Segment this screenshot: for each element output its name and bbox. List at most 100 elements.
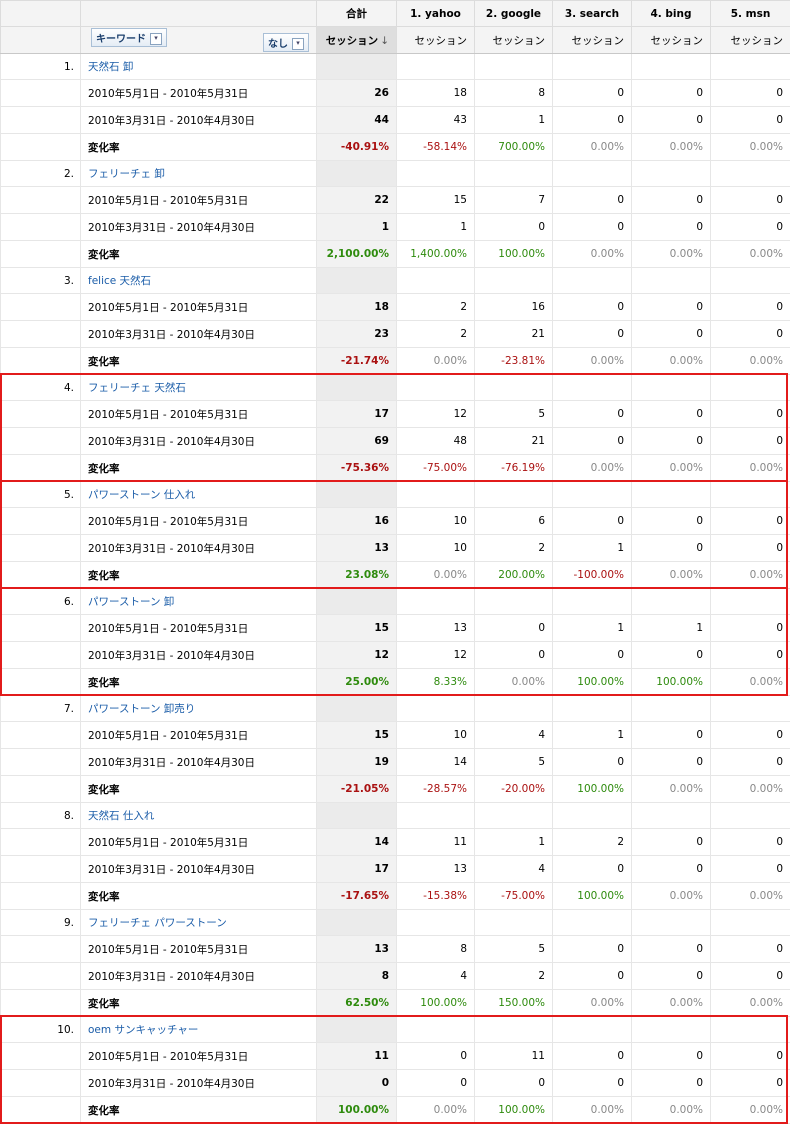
- total-value: -17.65%: [316, 882, 397, 910]
- source-value: 8.33%: [396, 668, 475, 696]
- change-rate-value: -20.00%: [501, 783, 545, 795]
- source-value: 1: [474, 828, 553, 856]
- keyword-link[interactable]: フェリーチェ 天然石: [88, 382, 186, 394]
- keyword-link[interactable]: 天然石 仕入れ: [88, 810, 155, 822]
- source-value: 8: [396, 935, 475, 963]
- source-column-header-search[interactable]: 3. search: [552, 0, 632, 27]
- source-value: 10: [396, 721, 475, 749]
- source-column-header-bing[interactable]: 4. bing: [631, 0, 711, 27]
- period-row: 2010年5月1日 - 2010年5月31日 17 12 5 0 0 0: [0, 400, 790, 428]
- source-value: 8: [474, 79, 553, 107]
- indent-cell: [0, 347, 81, 375]
- change-rate-row: 変化率 -40.91% -58.14% 700.00% 0.00% 0.00% 0.00%: [0, 133, 790, 161]
- keyword-link[interactable]: felice 天然石: [88, 275, 152, 287]
- total-value: 8: [316, 962, 397, 990]
- empty-cell: [552, 1016, 632, 1043]
- source-value: 1: [552, 614, 632, 642]
- empty-cell: [552, 481, 632, 508]
- source-column-header-google[interactable]: 2. google: [474, 0, 553, 27]
- change-rate-value: -21.74%: [340, 355, 389, 367]
- source-value: 0: [631, 507, 711, 535]
- change-rate-label: 変化率: [80, 133, 317, 161]
- empty-cell: [396, 909, 475, 936]
- metric-header-bing[interactable]: セッション: [631, 26, 711, 54]
- source-value: 0: [710, 748, 790, 776]
- source-value: 0: [396, 1042, 475, 1070]
- change-rate-value: 25.00%: [345, 676, 389, 688]
- total-value: 25.00%: [316, 668, 397, 696]
- period-row: 2010年5月1日 - 2010年5月31日 22 15 7 0 0 0: [0, 186, 790, 214]
- keyword-link[interactable]: パワーストーン 仕入れ: [88, 489, 196, 501]
- row-index: 8.: [0, 802, 81, 829]
- indent-cell: [0, 935, 81, 963]
- total-value: 100.00%: [316, 1096, 397, 1124]
- period-label: 2010年5月1日 - 2010年5月31日: [80, 186, 317, 214]
- metric-header-msn[interactable]: セッション: [710, 26, 790, 54]
- dimension-dropdown[interactable]: キーワード ▾: [91, 28, 167, 47]
- keyword-link[interactable]: フェリーチェ パワーストーン: [88, 917, 227, 929]
- indent-cell: [0, 748, 81, 776]
- change-rate-value: -100.00%: [573, 569, 624, 581]
- empty-cell: [396, 53, 475, 80]
- source-value: 0.00%: [710, 561, 790, 589]
- change-rate-label: 変化率: [80, 668, 317, 696]
- total-value: 17: [316, 400, 397, 428]
- source-column-header-msn[interactable]: 5. msn: [710, 0, 790, 27]
- keyword-link[interactable]: 天然石 卸: [88, 61, 134, 73]
- secondary-dimension-dropdown[interactable]: なし ▾: [263, 33, 309, 52]
- source-value: 0.00%: [710, 989, 790, 1017]
- source-value: 1: [631, 614, 711, 642]
- sorted-metric-header[interactable]: セッション ↓: [316, 26, 397, 54]
- source-value: 0: [552, 748, 632, 776]
- source-value: 0.00%: [631, 561, 711, 589]
- keyword-link[interactable]: oem サンキャッチャー: [88, 1024, 199, 1036]
- total-value: 16: [316, 507, 397, 535]
- empty-cell: [631, 1016, 711, 1043]
- source-column-header-yahoo[interactable]: 1. yahoo: [396, 0, 475, 27]
- change-rate-value: 0.00%: [669, 1104, 703, 1116]
- total-value: 13: [316, 935, 397, 963]
- source-value: 13: [396, 614, 475, 642]
- period-row: 2010年3月31日 - 2010年4月30日 13 10 2 1 0 0: [0, 534, 790, 562]
- empty-cell: [474, 1016, 553, 1043]
- change-rate-value: -75.36%: [340, 462, 389, 474]
- change-rate-value: 0.00%: [749, 676, 783, 688]
- indent-cell: [0, 133, 81, 161]
- empty-cell: [396, 374, 475, 401]
- metric-header-yahoo[interactable]: セッション: [396, 26, 475, 54]
- change-rate-value: 100.00%: [420, 997, 467, 1009]
- total-value: 15: [316, 614, 397, 642]
- total-value: 19: [316, 748, 397, 776]
- change-rate-row: 変化率 62.50% 100.00% 150.00% 0.00% 0.00% 0.00%: [0, 989, 790, 1017]
- empty-cell: [552, 160, 632, 187]
- source-value: -75.00%: [396, 454, 475, 482]
- keyword-link[interactable]: フェリーチェ 卸: [88, 168, 165, 180]
- row-index: 5.: [0, 481, 81, 508]
- metric-header-search[interactable]: セッション: [552, 26, 632, 54]
- metric-header-google[interactable]: セッション: [474, 26, 553, 54]
- empty-cell: [552, 53, 632, 80]
- keyword-cell: パワーストーン 卸: [80, 588, 317, 615]
- empty-cell: [631, 53, 711, 80]
- source-value: 0.00%: [710, 775, 790, 803]
- source-value: 0: [710, 293, 790, 321]
- chevron-down-icon: ▾: [150, 33, 162, 45]
- keyword-link[interactable]: パワーストーン 卸売り: [88, 703, 196, 715]
- change-rate-value: 100.00%: [656, 676, 703, 688]
- period-row: 2010年3月31日 - 2010年4月30日 23 2 21 0 0 0: [0, 320, 790, 348]
- source-value: 0.00%: [710, 882, 790, 910]
- source-value: 0: [474, 1069, 553, 1097]
- period-row: 2010年5月1日 - 2010年5月31日 26 18 8 0 0 0: [0, 79, 790, 107]
- indent-cell: [0, 855, 81, 883]
- change-rate-value: 0.00%: [590, 248, 624, 260]
- source-value: -76.19%: [474, 454, 553, 482]
- keyword-link[interactable]: パワーストーン 卸: [88, 596, 175, 608]
- change-rate-value: 700.00%: [498, 141, 545, 153]
- total-value: 13: [316, 534, 397, 562]
- source-value: 0: [631, 534, 711, 562]
- source-value: 0.00%: [631, 882, 711, 910]
- total-value: 18: [316, 293, 397, 321]
- source-value: 0: [474, 641, 553, 669]
- source-value: 0.00%: [710, 1096, 790, 1124]
- row-index: 4.: [0, 374, 81, 401]
